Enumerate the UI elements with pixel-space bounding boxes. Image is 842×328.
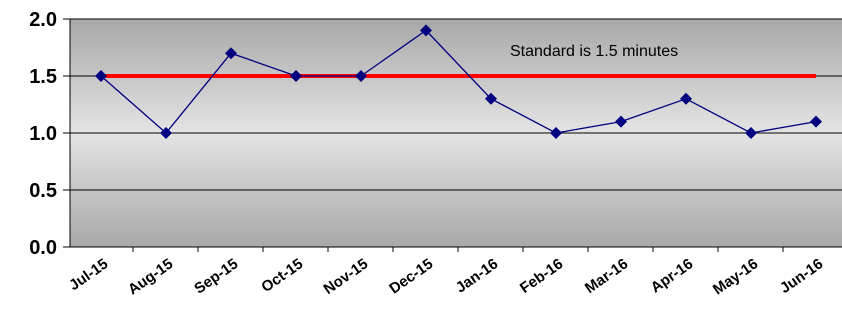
series-group [95, 24, 822, 139]
x-tick-label: Aug-15 [125, 255, 176, 298]
data-point [160, 127, 172, 139]
x-tick-label: Mar-16 [582, 255, 631, 297]
data-point [810, 115, 822, 128]
data-point [550, 127, 562, 139]
data-point [745, 127, 757, 139]
x-tick-labels: Jul-15 Aug-15 Sep-15 Oct-15 Nov-15 Dec-15 Jan-… [66, 247, 826, 298]
data-point [225, 47, 237, 60]
x-tick-label: Sep-15 [191, 255, 241, 297]
x-tick-label: Oct-15 [258, 255, 306, 296]
y-tick-label: 0.0 [29, 237, 57, 259]
y-tick-label: 2.0 [29, 9, 57, 31]
data-point [615, 115, 627, 128]
x-tick-label: May-16 [710, 255, 761, 298]
data-point [355, 70, 367, 82]
y-tick-labels: 0.0 0.5 1.0 1.5 2.0 [29, 9, 70, 259]
x-tick-label: Dec-15 [386, 255, 436, 297]
data-point [420, 24, 432, 37]
data-point [95, 70, 107, 82]
y-tick-label: 1.5 [29, 66, 57, 88]
series-line [100, 29, 817, 134]
y-tick-label: 1.0 [29, 123, 57, 145]
data-point [680, 92, 692, 105]
x-tick-label: Feb-16 [517, 255, 566, 297]
standard-annotation: Standard is 1.5 minutes [510, 43, 678, 60]
x-tick-label: Nov-15 [321, 255, 372, 298]
data-point [290, 70, 302, 82]
x-tick-label: Apr-16 [648, 255, 697, 296]
x-tick-label: Jun-16 [777, 255, 826, 297]
x-tick-label: Jul-15 [66, 255, 111, 294]
x-tick-label: Jan-16 [453, 255, 502, 296]
data-point [485, 92, 497, 105]
y-tick-label: 0.5 [29, 180, 57, 202]
